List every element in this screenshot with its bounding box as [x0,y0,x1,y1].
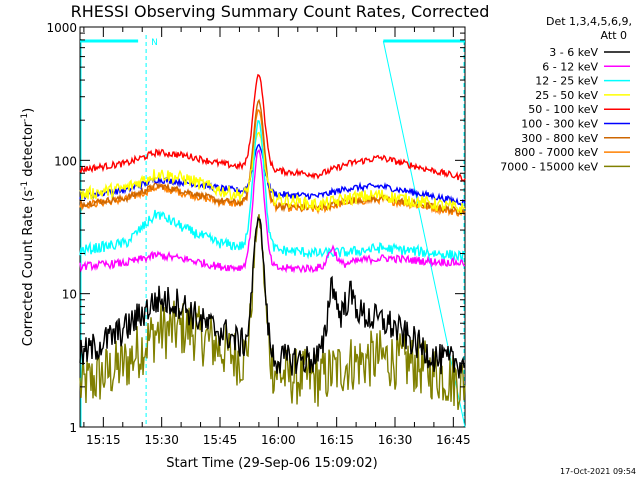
y-axis-label: Corrected Count Rate (s-1 detector-1) [20,108,36,346]
legend-label: 300 - 800 keV [521,132,598,145]
legend-label: 25 - 50 keV [535,89,598,102]
night-start-line [382,40,466,428]
x-tick-label: 16:30 [378,433,413,447]
legend-label: 3 - 6 keV [549,46,598,59]
y-axis-label-main: Corrected Count Rate (s [21,190,36,347]
legend-label: 7000 - 15000 keV [500,160,598,173]
y-tick-label: 1000 [46,21,77,35]
legend-label: 12 - 25 keV [535,75,598,88]
y-tick-label: 1 [69,421,77,435]
x-tick-label: 15:15 [86,433,121,447]
y-axis-label-sup2: -1 [20,113,30,122]
series-line [79,148,466,274]
series-line [79,119,466,263]
series-line [79,98,466,215]
y-tick-label: 10 [62,288,77,302]
legend-label: 6 - 12 keV [542,60,598,73]
legend-header-detectors: Det 1,3,4,5,6,9, [546,15,632,28]
x-axis-label: Start Time (29-Sep-06 15:09:02) [166,456,377,471]
series-line [79,216,466,379]
x-tick-label: 16:15 [319,433,354,447]
series-line [79,214,466,411]
y-axis-label-sup1: -1 [20,181,30,190]
chart-title: RHESSI Observing Summary Count Rates, Co… [71,2,490,21]
night-marker-label: N [151,38,158,48]
x-tick-label: 16:45 [436,433,471,447]
y-axis-label-end: ) [21,108,36,113]
y-tick-label: 100 [54,154,77,168]
x-tick-label: 15:45 [203,433,238,447]
legend-label: 800 - 7000 keV [514,146,598,159]
plot-area [79,26,466,428]
x-tick-label: 16:00 [261,433,296,447]
timestamp: 17-Oct-2021 09:54 [560,467,636,476]
plot-frame [79,26,466,428]
night-markers: N [80,35,466,428]
y-axis-label-mid: detector [21,121,36,181]
legend-label: 50 - 100 keV [528,103,598,116]
series-layer [79,73,466,411]
x-tick-label: 15:30 [144,433,179,447]
axes: 15:15 15:30 15:45 16:00 16:15 16:30 16:45 1000 1… [46,21,470,447]
series-line [79,73,466,183]
series-line [79,131,466,215]
legend-header-attenuator: Att 0 [601,29,627,42]
legend-label: 100 - 300 keV [521,118,598,131]
